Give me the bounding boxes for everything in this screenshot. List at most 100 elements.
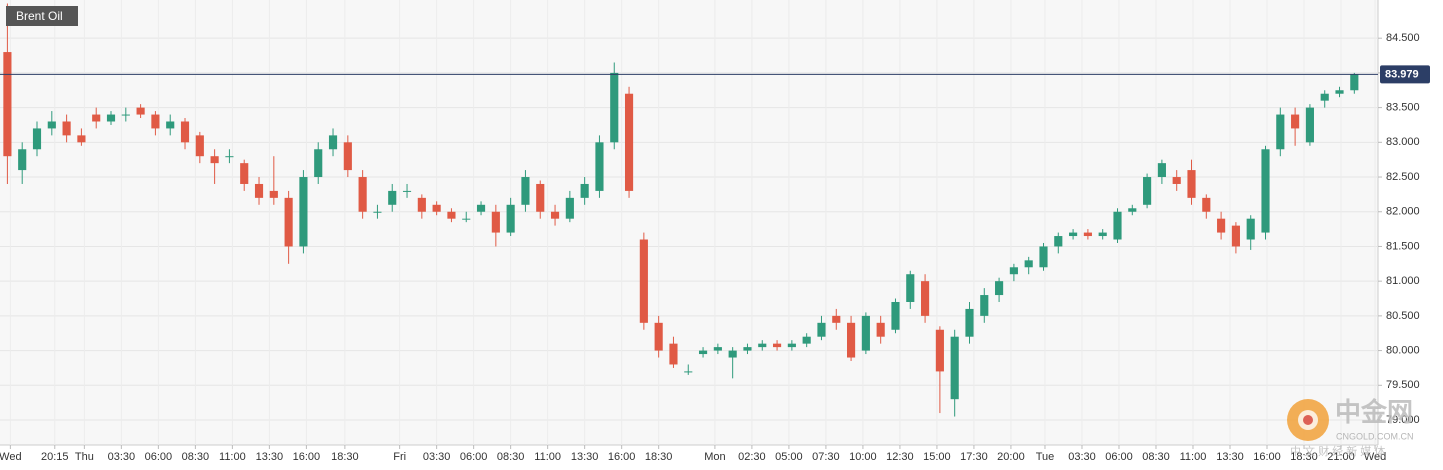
candle-body	[388, 190, 397, 205]
candle-body	[565, 197, 574, 219]
x-tick-label: 15:00	[923, 451, 951, 463]
x-tick-label: 08:30	[497, 451, 525, 463]
candle-body	[1009, 267, 1018, 275]
candle-body	[402, 190, 412, 192]
candle-body	[180, 121, 190, 143]
candle-body	[476, 204, 486, 212]
candle-body	[743, 347, 752, 351]
candle-body	[935, 329, 944, 372]
y-tick-label: 81.500	[1386, 240, 1420, 252]
x-tick-label: Fri	[393, 451, 406, 463]
candle-body	[758, 343, 767, 348]
x-tick-label: 16:00	[1253, 451, 1281, 463]
candle-body	[195, 135, 204, 157]
candle-body	[1261, 149, 1270, 233]
logo-slogan: 中 文 财 经 新 媒 体	[1290, 444, 1385, 458]
candle-body	[669, 343, 678, 365]
candle-body	[432, 204, 441, 212]
candles	[3, 3, 1359, 417]
candle-body	[610, 72, 619, 143]
candle-body	[47, 121, 56, 129]
candle-body	[1024, 260, 1033, 268]
candle-body	[1098, 232, 1107, 237]
candle-body	[1172, 177, 1181, 184]
legend-box	[6, 6, 78, 26]
x-tick-label: Mon	[704, 451, 725, 463]
x-tick-label: 03:30	[108, 451, 136, 463]
candle-body	[1202, 197, 1211, 212]
x-tick-label: Tue	[1036, 451, 1055, 463]
candle-body	[550, 211, 560, 219]
candle-body	[891, 301, 900, 330]
candle-body	[861, 315, 870, 351]
candle-body	[328, 135, 338, 150]
x-tick-label: 13:30	[571, 451, 599, 463]
candle-body	[1069, 232, 1078, 237]
candle-body	[1320, 93, 1329, 101]
y-tick-label: 82.500	[1386, 171, 1420, 183]
y-tick-label: 79.500	[1386, 379, 1420, 391]
candle-body	[462, 218, 471, 220]
y-tick-label: 82.000	[1386, 206, 1420, 218]
candle-body	[121, 114, 130, 116]
candle-body	[106, 114, 116, 122]
candle-body	[847, 322, 856, 358]
candle-body	[728, 350, 737, 358]
candle-body	[343, 142, 352, 171]
x-tick-label: 11:00	[534, 451, 561, 463]
candle-body	[698, 350, 708, 355]
candle-body	[254, 183, 264, 198]
plot-area	[0, 0, 1378, 445]
x-tick-label: 10:00	[849, 451, 877, 463]
last-price-label: 83.979	[1385, 68, 1419, 80]
candle-body	[684, 371, 693, 373]
candle-body	[1113, 211, 1122, 240]
x-tick-label: 11:00	[219, 451, 246, 463]
x-tick-label: 20:15	[41, 451, 69, 463]
x-tick-label: 13:30	[1216, 451, 1244, 463]
y-tick-label: 84.500	[1386, 32, 1420, 44]
x-tick-label: 03:30	[423, 451, 451, 463]
candle-body	[3, 52, 12, 157]
x-tick-label: 18:30	[1290, 451, 1318, 463]
candle-body	[1246, 218, 1255, 240]
candle-body	[654, 322, 663, 351]
x-tick-label: 02:30	[738, 451, 766, 463]
candle-body	[876, 322, 885, 337]
x-tick-label: 18:30	[645, 451, 673, 463]
candle-body	[950, 336, 959, 400]
candle-body	[906, 274, 915, 302]
candle-body	[18, 149, 27, 171]
x-tick-label: 16:00	[293, 451, 321, 463]
candle-body	[447, 211, 456, 219]
candle-body	[210, 156, 219, 164]
x-tick-label: 06:00	[460, 451, 488, 463]
candle-body	[995, 281, 1004, 296]
candle-body	[1083, 232, 1092, 237]
candle-body	[314, 149, 323, 178]
x-tick-label: 11:00	[1180, 451, 1207, 463]
y-tick-label: 83.500	[1386, 102, 1420, 114]
candle-body	[1291, 114, 1300, 129]
candle-body	[373, 211, 382, 213]
x-tick-label: 08:30	[182, 451, 210, 463]
candle-body	[536, 183, 545, 212]
x-tick-label: 07:30	[812, 451, 840, 463]
watermark: 中金网 CNGOLD.COM.CN 中 文 财 经 新 媒 体	[1287, 397, 1414, 458]
y-tick-label: 81.000	[1386, 275, 1420, 287]
x-tick-label: 03:30	[1068, 451, 1096, 463]
candle-body	[166, 121, 175, 129]
candle-body	[1128, 208, 1137, 212]
candle-body	[921, 281, 930, 316]
logo-icon	[1303, 415, 1313, 425]
y-tick-label: 80.500	[1386, 310, 1420, 322]
candle-body	[506, 204, 515, 233]
candle-body	[624, 93, 634, 191]
x-tick-label: Thu	[75, 451, 94, 463]
candle-body	[240, 163, 249, 184]
candle-body	[1276, 114, 1285, 150]
candle-body	[1305, 107, 1314, 143]
x-tick-label: 18:30	[331, 451, 359, 463]
candle-body	[284, 197, 293, 247]
candle-body	[62, 121, 71, 136]
